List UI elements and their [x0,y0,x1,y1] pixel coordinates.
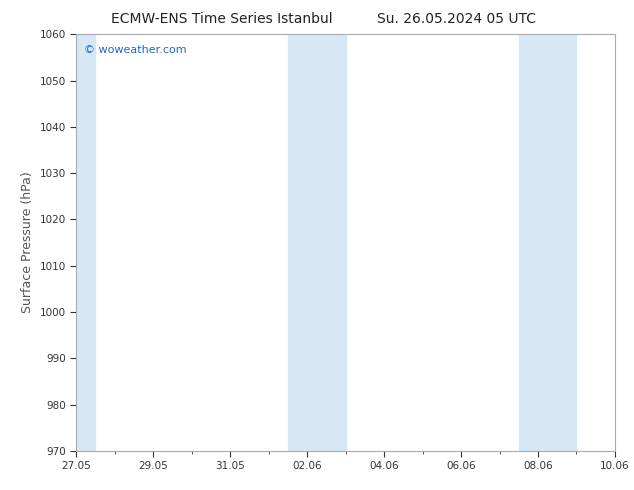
Text: Su. 26.05.2024 05 UTC: Su. 26.05.2024 05 UTC [377,12,536,26]
Y-axis label: Surface Pressure (hPa): Surface Pressure (hPa) [21,172,34,314]
Text: © woweather.com: © woweather.com [84,45,187,55]
Text: ECMW-ENS Time Series Istanbul: ECMW-ENS Time Series Istanbul [111,12,333,26]
Bar [519,34,576,451]
Bar [288,34,346,451]
Bar [76,34,95,451]
